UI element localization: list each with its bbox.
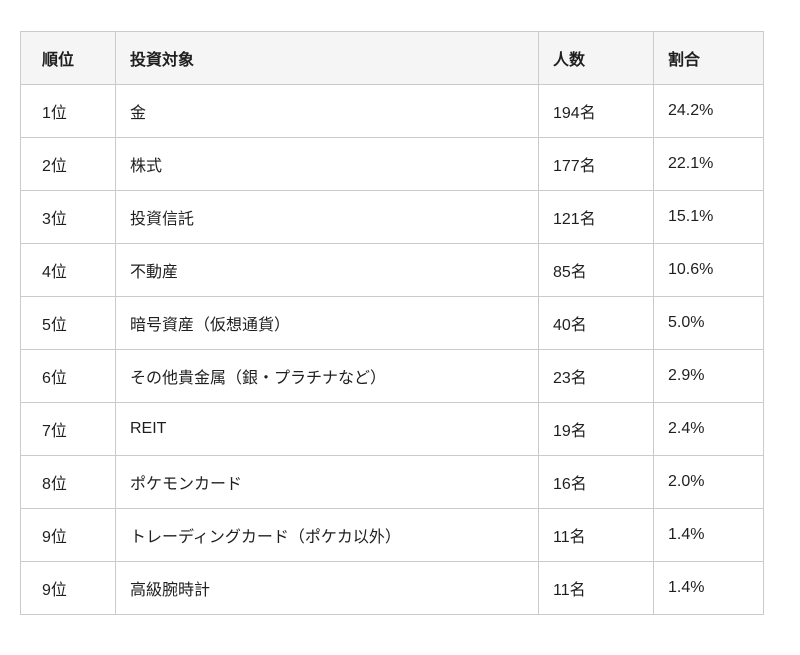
table-row: 4位 不動産 85名 10.6%: [20, 243, 764, 297]
count-cell: 177名: [538, 137, 654, 191]
percent-cell: 2.4%: [653, 402, 764, 456]
target-cell: 不動産: [115, 243, 539, 297]
table-row: 2位 株式 177名 22.1%: [20, 137, 764, 191]
table-row: 3位 投資信託 121名 15.1%: [20, 190, 764, 244]
target-cell: 株式: [115, 137, 539, 191]
rank-cell: 8位: [20, 455, 116, 509]
rank-cell: 9位: [20, 561, 116, 615]
count-cell: 11名: [538, 561, 654, 615]
target-cell: REIT: [115, 402, 539, 456]
target-cell: その他貴金属（銀・プラチナなど）: [115, 349, 539, 403]
percent-cell: 24.2%: [653, 84, 764, 138]
count-cell: 40名: [538, 296, 654, 350]
rank-cell: 4位: [20, 243, 116, 297]
percent-cell: 10.6%: [653, 243, 764, 297]
target-cell: 投資信託: [115, 190, 539, 244]
count-cell: 16名: [538, 455, 654, 509]
header-cell-rank: 順位: [20, 31, 116, 85]
count-cell: 19名: [538, 402, 654, 456]
target-cell: 高級腕時計: [115, 561, 539, 615]
count-cell: 85名: [538, 243, 654, 297]
header-cell-percent: 割合: [653, 31, 764, 85]
table-row: 6位 その他貴金属（銀・プラチナなど） 23名 2.9%: [20, 349, 764, 403]
table-row: 1位 金 194名 24.2%: [20, 84, 764, 138]
header-row: 順位 投資対象 人数 割合: [20, 31, 764, 85]
ranking-table-container: 順位 投資対象 人数 割合 1位 金 194名 24.2% 2位 株式 177名…: [20, 31, 764, 615]
rank-cell: 1位: [20, 84, 116, 138]
rank-cell: 6位: [20, 349, 116, 403]
table-row: 5位 暗号資産（仮想通貨） 40名 5.0%: [20, 296, 764, 350]
investment-ranking-table: 順位 投資対象 人数 割合 1位 金 194名 24.2% 2位 株式 177名…: [20, 31, 764, 615]
count-cell: 121名: [538, 190, 654, 244]
target-cell: 暗号資産（仮想通貨）: [115, 296, 539, 350]
rank-cell: 7位: [20, 402, 116, 456]
table-row: 7位 REIT 19名 2.4%: [20, 402, 764, 456]
percent-cell: 1.4%: [653, 508, 764, 562]
percent-cell: 2.9%: [653, 349, 764, 403]
percent-cell: 1.4%: [653, 561, 764, 615]
rank-cell: 9位: [20, 508, 116, 562]
target-cell: ポケモンカード: [115, 455, 539, 509]
target-cell: トレーディングカード（ポケカ以外）: [115, 508, 539, 562]
percent-cell: 2.0%: [653, 455, 764, 509]
header-cell-count: 人数: [538, 31, 654, 85]
header-cell-target: 投資対象: [115, 31, 539, 85]
rank-cell: 2位: [20, 137, 116, 191]
count-cell: 23名: [538, 349, 654, 403]
table-row: 9位 高級腕時計 11名 1.4%: [20, 561, 764, 615]
rank-cell: 3位: [20, 190, 116, 244]
count-cell: 194名: [538, 84, 654, 138]
percent-cell: 5.0%: [653, 296, 764, 350]
table-row: 9位 トレーディングカード（ポケカ以外） 11名 1.4%: [20, 508, 764, 562]
count-cell: 11名: [538, 508, 654, 562]
percent-cell: 15.1%: [653, 190, 764, 244]
percent-cell: 22.1%: [653, 137, 764, 191]
rank-cell: 5位: [20, 296, 116, 350]
target-cell: 金: [115, 84, 539, 138]
table-row: 8位 ポケモンカード 16名 2.0%: [20, 455, 764, 509]
